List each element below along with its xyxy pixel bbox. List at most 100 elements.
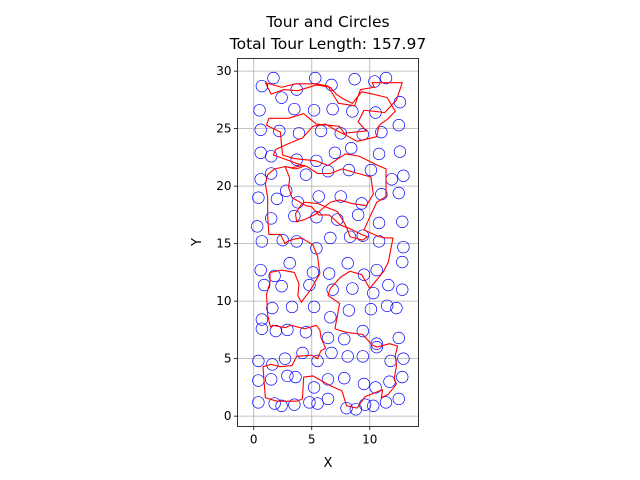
circle-54 [352,208,365,222]
circle-16 [254,123,267,136]
circle-125 [275,399,288,412]
circle-48 [392,186,405,200]
circle-56 [396,215,409,228]
circle-43 [291,196,304,209]
circle-75 [258,278,271,292]
circle-102 [266,358,279,371]
circle-62 [343,230,357,243]
circle-61 [324,231,337,245]
circle-128 [311,397,324,410]
circle-65 [397,240,410,254]
axes-frame [237,58,419,427]
x-axis-label: X [324,456,333,471]
circle-81 [382,278,395,292]
circle-58 [276,234,289,247]
circle-57 [255,235,269,248]
circle-98 [356,324,369,338]
circle-69 [306,266,320,279]
circle-114 [281,369,294,383]
circle-29 [345,142,358,155]
circle-107 [341,350,354,363]
circle-51 [288,209,301,223]
circle-129 [321,392,335,406]
circle-89 [364,303,378,316]
circle-76 [275,280,288,293]
circle-67 [268,269,281,283]
circle-103 [278,352,292,365]
circle-118 [338,372,351,385]
tour-path [262,82,403,409]
circle-63 [356,229,369,242]
circle-37 [342,163,356,177]
circle-106 [325,346,338,360]
circle-135 [392,392,405,406]
circle-59 [290,235,303,248]
circle-66 [254,263,267,277]
circle-12 [326,102,339,116]
circle-31 [393,145,407,158]
y-tick-label-6: 30 [216,64,231,78]
circle-45 [334,190,347,203]
circle-35 [299,168,313,181]
circle-116 [307,381,321,394]
circle-50 [264,212,278,225]
circle-30 [372,147,386,161]
circle-72 [357,268,371,281]
circle-82 [396,283,409,296]
circle-10 [288,102,301,116]
circle-5 [348,73,361,86]
circle-1 [267,71,280,85]
circle-117 [321,373,335,386]
circle-91 [390,301,403,315]
y-tick-label-3: 15 [216,237,231,251]
circle-74 [396,255,409,269]
circle-41 [252,191,265,204]
circle-104 [296,346,309,360]
circle-64 [372,235,386,248]
circle-23 [392,119,405,132]
circle-9 [275,91,288,104]
circle-53 [331,213,344,226]
circle-55 [372,216,386,230]
circle-115 [289,370,302,384]
circle-123 [252,396,265,409]
circle-73 [370,263,383,277]
circle-40 [397,169,410,182]
circle-111 [397,352,410,365]
y-tick-label-5: 25 [216,122,231,136]
circle-70 [323,267,336,280]
y-tick-label-1: 5 [224,352,232,366]
circle-94 [281,323,294,337]
circle-34 [280,184,293,197]
circle-113 [264,373,278,386]
circle-79 [346,282,359,295]
circle-7 [379,71,393,85]
circle-87 [324,311,337,324]
circle-96 [321,331,335,345]
chart-subtitle: Total Tour Length: 157.97 [229,35,426,53]
x-tick-label-2: 10 [362,433,377,447]
circle-38 [364,163,378,177]
circle-127 [303,396,316,409]
circle-134 [379,396,393,409]
circle-105 [311,354,324,368]
circle-126 [288,398,301,411]
circle-11 [307,104,321,117]
y-tick-label-0: 0 [224,409,232,423]
circle-88 [342,304,356,317]
circle-92 [255,322,269,335]
circle-8 [253,104,266,117]
circle-4 [325,78,338,92]
circle-44 [312,190,325,203]
circle-100 [392,331,405,345]
chart-title: Tour and Circles [265,13,389,31]
circle-17 [273,124,286,138]
y-tick-label-4: 20 [216,179,231,193]
y-tick-label-2: 10 [216,294,231,308]
circle-84 [266,301,279,315]
circle-133 [367,399,380,412]
y-axis-label: Y [190,238,205,247]
circle-28 [328,146,342,159]
circle-124 [268,397,281,410]
